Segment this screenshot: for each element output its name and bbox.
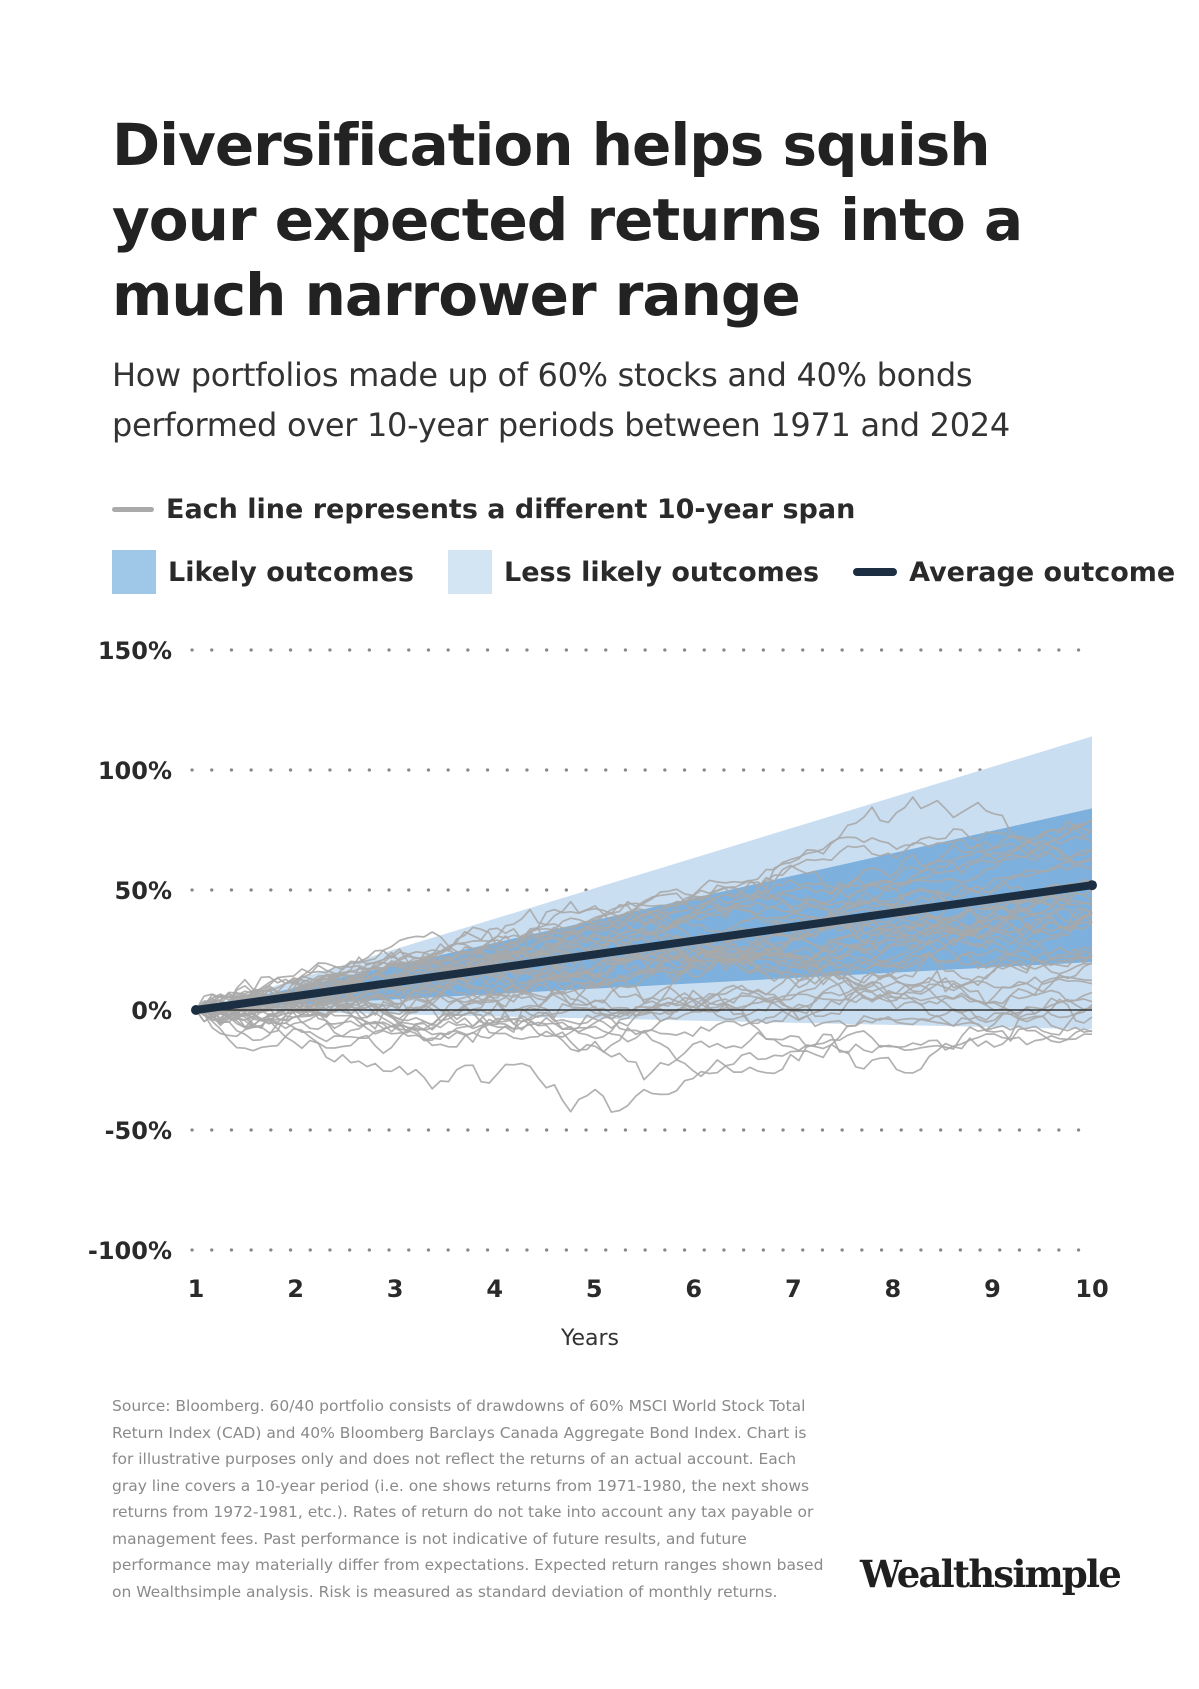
legend-average-label: Average outcome <box>909 556 1176 588</box>
y-tick-label: 0% <box>131 997 172 1025</box>
wealthsimple-logo: Wealthsimple <box>860 1552 1122 1596</box>
x-tick-label: 10 <box>1075 1275 1108 1303</box>
y-tick-label: 150% <box>98 637 172 665</box>
average-outcome-line <box>192 881 1096 1014</box>
legend-likely-label: Likely outcomes <box>168 556 415 588</box>
gray-span-line <box>195 988 1093 1055</box>
axis-labels-layer: 150% 100% 50% 0% -50% -100% 1 2 3 4 5 6 7 8 9 10 Years <box>88 637 1109 1351</box>
returns-chart: 150% 100% 50% 0% -50% -100% 1 2 3 4 5 6 7 8 9 10 Years <box>88 637 1109 1351</box>
gray-span-line <box>195 864 1093 1019</box>
gray-span-line <box>195 796 1093 1034</box>
legend-item-average: Average outcome <box>853 557 1175 588</box>
gray-span-line <box>195 899 1093 1017</box>
legend-row-areas: Likely outcomes Less likely outcomes Ave… <box>112 550 1175 594</box>
average-line-swatch <box>853 568 898 576</box>
x-tick-label: 2 <box>287 1275 304 1303</box>
gray-span-line <box>195 969 1093 1041</box>
source-footnote: Source: Bloomberg. 60/40 portfolio consi… <box>112 1397 824 1601</box>
y-tick-label: 50% <box>115 877 172 905</box>
legend-item-likely: Likely outcomes <box>112 550 414 594</box>
x-tick-label: 4 <box>486 1275 503 1303</box>
y-tick-label: 100% <box>98 757 172 785</box>
x-tick-label: 1 <box>188 1275 205 1303</box>
gray-span-line <box>195 850 1093 1016</box>
less-likely-swatch <box>448 550 493 594</box>
average-start-point <box>191 1005 201 1015</box>
legend-lines-label: Each line represents a different 10-year… <box>166 494 856 525</box>
legend-item-less-likely: Less likely outcomes <box>448 550 819 594</box>
gray-span-line <box>195 858 1093 1011</box>
average-end-point <box>1087 880 1097 891</box>
legend-row-lines: Each line represents a different 10-year… <box>112 494 855 525</box>
x-tick-label: 6 <box>685 1275 702 1303</box>
y-tick-label: -100% <box>88 1237 172 1265</box>
x-axis-label: Years <box>560 1326 619 1351</box>
gray-span-line <box>195 819 1093 1016</box>
gray-span-line <box>195 828 1093 1011</box>
x-tick-label: 5 <box>586 1275 603 1303</box>
gray-line-swatch <box>112 507 154 512</box>
x-tick-label: 7 <box>785 1275 802 1303</box>
y-tick-label: -50% <box>105 1117 172 1145</box>
line-layer <box>191 880 1097 1015</box>
page-subtitle: How portfolios made up of 60% stocks and… <box>112 356 1010 444</box>
gray-span-line <box>195 989 1093 1043</box>
gray-span-line <box>195 899 1092 1011</box>
page-title: Diversification helps squish your expect… <box>112 111 1023 329</box>
gray-span-line <box>195 943 1093 1038</box>
legend-item-lines: Each line represents a different 10-year… <box>112 494 855 525</box>
x-tick-label: 9 <box>984 1275 1001 1303</box>
likely-swatch <box>112 550 156 594</box>
x-tick-label: 3 <box>387 1275 404 1303</box>
x-tick-label: 8 <box>885 1275 902 1303</box>
gray-span-line <box>195 880 1093 1020</box>
legend-less-likely-label: Less likely outcomes <box>504 556 820 588</box>
gray-span-line <box>195 962 1093 1013</box>
